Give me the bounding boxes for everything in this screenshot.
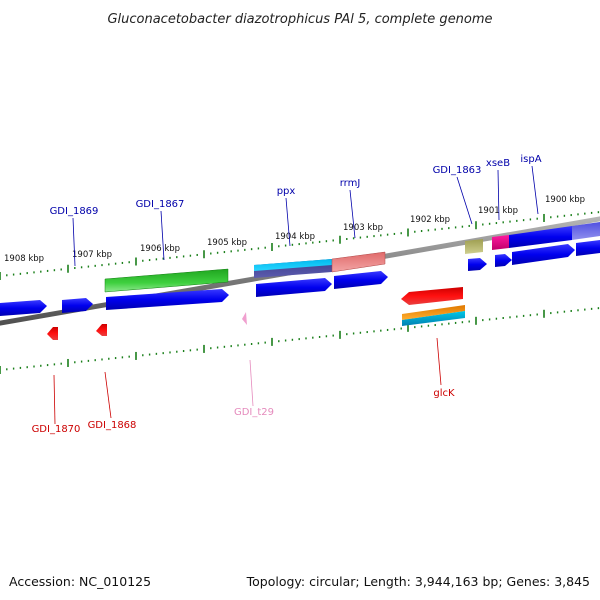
lower-tick-track — [0, 307, 600, 374]
gene-label-gdi1869: GDI_1869 — [50, 206, 99, 217]
gene-xseb-inner[interactable] — [495, 254, 512, 267]
gene-xseb[interactable] — [492, 235, 509, 250]
gene-gdi1867-inner[interactable] — [106, 289, 229, 310]
gene-ispa[interactable] — [509, 226, 572, 248]
genome-title: Gluconacetobacter diazotrophicus PAl 5, … — [107, 12, 492, 27]
gene-right-edge-inner[interactable] — [576, 240, 600, 256]
gene-label-gdit29: GDI_t29 — [234, 407, 274, 418]
accession-text: Accession: NC_010125 — [9, 574, 151, 589]
gene-gdi1863-inner[interactable] — [468, 258, 487, 271]
gene-gdit29[interactable] — [242, 312, 247, 325]
gene-gdi1869[interactable] — [62, 298, 93, 313]
topology-text: Topology: circular; Length: 3,944,163 bp… — [246, 574, 590, 589]
gene-ispa-inner[interactable] — [512, 244, 575, 265]
kbp-label: 1901 kbp — [478, 206, 518, 216]
gene-label-xseb: xseB — [486, 158, 510, 169]
gene-ppx-inner[interactable] — [256, 278, 332, 297]
kbp-label: 1900 kbp — [545, 195, 585, 205]
upper-tick-track — [0, 211, 600, 280]
gene-gdi1867[interactable] — [104, 268, 229, 293]
gene-gdi1870[interactable] — [47, 327, 58, 340]
gene-ppx[interactable] — [254, 259, 332, 278]
kbp-label: 1907 kbp — [72, 250, 112, 260]
kbp-label: 1906 kbp — [140, 244, 180, 254]
gene-label-ispa: ispA — [520, 154, 541, 165]
gene-glck-inner[interactable] — [402, 305, 465, 326]
gene-label-gdi1868: GDI_1868 — [88, 420, 137, 431]
leader-lines — [53, 165, 539, 425]
kbp-label: 1904 kbp — [275, 232, 315, 242]
gene-glck[interactable] — [401, 287, 463, 305]
kbp-label: 1903 kbp — [343, 223, 383, 233]
gene-label-gdi1867: GDI_1867 — [136, 199, 185, 210]
gene-label-glck: glcK — [433, 388, 455, 399]
gene-right-edge-upper[interactable] — [572, 222, 600, 240]
gene-rrmj-inner[interactable] — [334, 271, 388, 289]
kbp-label: 1902 kbp — [410, 215, 450, 225]
gene-gdi1863[interactable] — [465, 239, 483, 254]
gene-label-rrmj: rrmJ — [340, 178, 361, 189]
gene-label-gdi1870: GDI_1870 — [32, 424, 81, 435]
gene-label-ppx: ppx — [277, 186, 296, 197]
kbp-label: 1908 kbp — [4, 254, 44, 264]
gene-gdi1868[interactable] — [96, 324, 107, 336]
gene-rrmj[interactable] — [331, 251, 386, 273]
kbp-scale-labels: 1908 kbp 1907 kbp 1906 kbp 1905 kbp 1904… — [4, 195, 585, 264]
kbp-label: 1905 kbp — [207, 238, 247, 248]
gene-left-edge[interactable] — [0, 300, 47, 316]
gene-label-gdi1863: GDI_1863 — [433, 165, 482, 176]
